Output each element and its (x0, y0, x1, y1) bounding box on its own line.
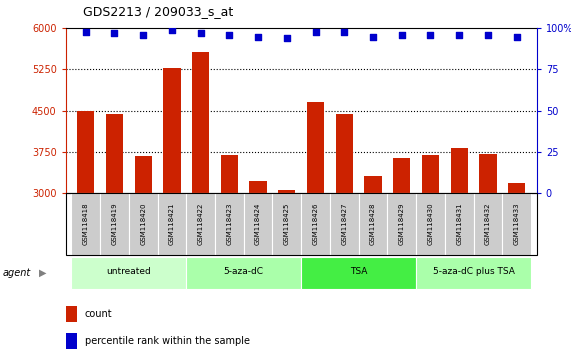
Text: GSM118430: GSM118430 (428, 202, 433, 245)
Point (196, 30, 205, 36)
Point (368, 34, 377, 39)
Bar (215, 193, 244, 255)
Bar (387, 193, 416, 255)
Bar (192, 52, 210, 193)
Bar (301, 193, 330, 255)
Text: count: count (85, 309, 112, 319)
Bar (278, 190, 295, 193)
Text: GSM118429: GSM118429 (399, 202, 405, 245)
Text: GSM118432: GSM118432 (485, 202, 491, 245)
Text: GSM118424: GSM118424 (255, 203, 261, 245)
Bar (71, 257, 186, 289)
Point (81, 29, 90, 34)
Text: 5-aza-dC: 5-aza-dC (224, 267, 264, 276)
Bar (129, 193, 158, 255)
Text: GSM118419: GSM118419 (111, 202, 118, 245)
Bar (479, 154, 497, 193)
Bar (250, 181, 267, 193)
Point (426, 32, 435, 38)
Bar (359, 193, 387, 255)
Bar (445, 193, 473, 255)
Text: GDS2213 / 209033_s_at: GDS2213 / 209033_s_at (83, 5, 233, 18)
Point (483, 32, 492, 38)
Text: ▶: ▶ (39, 268, 46, 278)
Bar (66, 306, 78, 322)
Text: 5-aza-dC plus TSA: 5-aza-dC plus TSA (433, 267, 514, 276)
Point (110, 30, 119, 36)
Bar (301, 257, 416, 289)
Bar (186, 257, 301, 289)
Text: agent: agent (3, 268, 31, 278)
Bar (106, 114, 123, 193)
Bar (416, 257, 531, 289)
Point (167, 27, 176, 33)
Bar (100, 193, 129, 255)
Bar (473, 193, 502, 255)
Text: GSM118418: GSM118418 (83, 202, 89, 245)
Bar (158, 193, 186, 255)
Text: TSA: TSA (350, 267, 367, 276)
Text: GSM118426: GSM118426 (312, 202, 319, 245)
Text: GSM118427: GSM118427 (341, 202, 347, 245)
Point (254, 34, 263, 39)
Point (512, 34, 521, 39)
Bar (66, 333, 78, 349)
Text: GSM118425: GSM118425 (284, 203, 290, 245)
Bar (307, 102, 324, 193)
Text: untreated: untreated (106, 267, 151, 276)
Bar (422, 154, 439, 193)
Bar (336, 114, 353, 193)
Point (139, 32, 148, 38)
Bar (272, 193, 301, 255)
Text: GSM118423: GSM118423 (226, 202, 232, 245)
Text: GSM118431: GSM118431 (456, 202, 462, 245)
Bar (163, 68, 180, 193)
Point (455, 32, 464, 38)
Text: GSM118428: GSM118428 (370, 202, 376, 245)
Point (311, 29, 320, 34)
Bar (330, 193, 359, 255)
Point (225, 32, 234, 38)
Bar (508, 183, 525, 193)
Text: percentile rank within the sample: percentile rank within the sample (85, 336, 250, 346)
Text: GSM118433: GSM118433 (514, 202, 520, 245)
Bar (393, 158, 411, 193)
Text: GSM118422: GSM118422 (198, 203, 204, 245)
Bar (186, 193, 215, 255)
Bar (221, 154, 238, 193)
Bar (244, 193, 272, 255)
Bar (71, 193, 100, 255)
Bar (77, 111, 94, 193)
Text: GSM118421: GSM118421 (169, 202, 175, 245)
Bar (364, 176, 381, 193)
Bar (416, 193, 445, 255)
Point (340, 29, 349, 34)
Bar (502, 193, 531, 255)
Bar (135, 156, 152, 193)
Bar (451, 148, 468, 193)
Text: GSM118420: GSM118420 (140, 202, 146, 245)
Point (282, 35, 291, 41)
Point (397, 32, 407, 38)
